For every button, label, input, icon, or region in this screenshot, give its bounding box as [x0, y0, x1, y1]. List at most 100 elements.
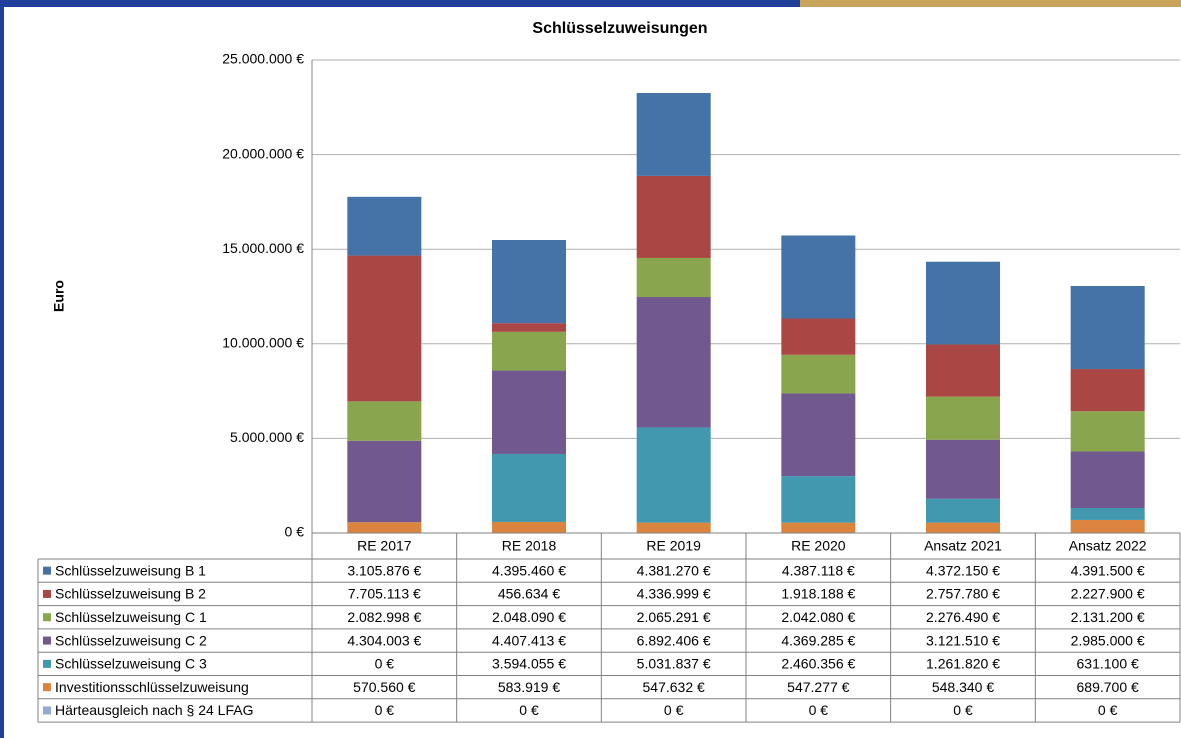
table-value: 7.705.113 € — [348, 586, 421, 602]
table-value: 1.261.820 € — [926, 656, 1000, 672]
bar-segment — [347, 401, 421, 440]
table-value: 547.632 € — [643, 679, 705, 695]
legend-label: Schlüsselzuweisung C 3 — [55, 656, 207, 672]
x-tick-label: RE 2017 — [357, 538, 412, 554]
bar-segment — [492, 454, 566, 522]
table-value: 0 € — [664, 702, 684, 718]
table-value: 2.460.356 € — [781, 656, 855, 672]
bar-segment — [637, 427, 711, 522]
y-axis-label: Euro — [51, 280, 67, 312]
bar-segment — [926, 397, 1000, 440]
bar-segment — [781, 355, 855, 394]
bar-segment — [926, 344, 1000, 396]
x-tick-label: Ansatz 2021 — [924, 538, 1002, 554]
table-value: 0 € — [953, 702, 973, 718]
table-value: 3.121.510 € — [926, 632, 1000, 648]
table-value: 4.395.460 € — [492, 562, 566, 578]
table-value: 0 € — [375, 656, 395, 672]
y-tick-label: 25.000.000 € — [222, 51, 304, 67]
table-value: 6.892.406 € — [637, 632, 711, 648]
bar-segment — [1071, 286, 1145, 369]
table-value: 2.757.780 € — [926, 586, 1000, 602]
bar-segment — [492, 332, 566, 371]
table-value: 2.048.090 € — [492, 609, 566, 625]
table-value: 2.065.291 € — [637, 609, 711, 625]
bar-segment — [926, 440, 1000, 499]
x-tick-label: RE 2018 — [502, 538, 557, 554]
left-border — [0, 0, 4, 738]
y-tick-label: 15.000.000 € — [222, 240, 304, 256]
bar-segment — [926, 499, 1000, 523]
bar-segment — [492, 522, 566, 533]
bar-segment — [637, 258, 711, 297]
table-value: 689.700 € — [1077, 679, 1139, 695]
y-tick-label: 0 € — [285, 524, 305, 540]
chart-title: Schlüsselzuweisungen — [532, 20, 707, 37]
legend-swatch — [43, 567, 51, 575]
header-image — [800, 0, 1181, 7]
table-value: 4.369.285 € — [781, 632, 855, 648]
table-value: 3.105.876 € — [347, 562, 421, 578]
table-value: 0 € — [1098, 702, 1118, 718]
bar-segment — [347, 441, 421, 522]
bar-segment — [1071, 508, 1145, 520]
table-value: 456.634 € — [498, 586, 560, 602]
legend-swatch — [43, 637, 51, 645]
table-value: 631.100 € — [1077, 656, 1139, 672]
table-value: 2.131.200 € — [1071, 609, 1145, 625]
table-value: 4.407.413 € — [492, 632, 566, 648]
table-value: 4.381.270 € — [637, 562, 711, 578]
legend-swatch — [43, 590, 51, 598]
bar-segment — [1071, 520, 1145, 533]
bar-segment — [637, 93, 711, 176]
legend-label: Schlüsselzuweisung B 1 — [55, 562, 206, 578]
legend-swatch — [43, 660, 51, 668]
legend-label: Investitionsschlüsselzuweisung — [55, 679, 249, 695]
table-value: 4.372.150 € — [926, 562, 1000, 578]
table-value: 547.277 € — [787, 679, 849, 695]
table-value: 2.082.998 € — [347, 609, 421, 625]
bar-segment — [781, 523, 855, 533]
table-value: 2.042.080 € — [781, 609, 855, 625]
chart: Schlüsselzuweisungen Euro 0 € 5.000.000 €… — [0, 0, 1181, 738]
legend-label: Härteausgleich nach § 24 LFAG — [55, 702, 253, 718]
bar-segment — [347, 256, 421, 402]
table-value: 548.340 € — [932, 679, 994, 695]
legend-label: Schlüsselzuweisung C 1 — [55, 609, 207, 625]
y-tick-label: 5.000.000 € — [230, 429, 304, 445]
table-value: 2.985.000 € — [1071, 632, 1145, 648]
table-value: 4.336.999 € — [637, 586, 711, 602]
bar-segment — [781, 319, 855, 355]
table-value: 2.227.900 € — [1071, 586, 1145, 602]
bar-segment — [492, 371, 566, 454]
x-tick-label: Ansatz 2022 — [1069, 538, 1147, 554]
bar-segment — [1071, 452, 1145, 508]
y-tick-label: 10.000.000 € — [222, 335, 304, 351]
bar-segment — [1071, 411, 1145, 451]
legend-swatch — [43, 706, 51, 714]
table-value: 570.560 € — [353, 679, 415, 695]
table-value: 4.387.118 € — [782, 562, 855, 578]
table-value: 3.594.055 € — [492, 656, 566, 672]
bar-segment — [347, 197, 421, 256]
table-value: 583.919 € — [498, 679, 560, 695]
table-value: 5.031.837 € — [637, 656, 711, 672]
table-value: 0 € — [809, 702, 829, 718]
bar-segment — [781, 235, 855, 318]
y-tick-label: 20.000.000 € — [222, 145, 304, 161]
table-value: 0 € — [375, 702, 395, 718]
legend-label: Schlüsselzuweisung B 2 — [55, 586, 206, 602]
bar-segment — [926, 523, 1000, 533]
legend-label: Schlüsselzuweisung C 2 — [55, 632, 207, 648]
x-tick-label: RE 2020 — [791, 538, 846, 554]
bar-segment — [492, 240, 566, 323]
bar-segment — [781, 393, 855, 476]
table-value: 4.304.003 € — [347, 632, 421, 648]
table-value: 2.276.490 € — [926, 609, 1000, 625]
bar-segment — [926, 262, 1000, 345]
bar-segment — [492, 323, 566, 332]
bar-segment — [637, 523, 711, 533]
bar-segment — [637, 297, 711, 427]
x-tick-label: RE 2019 — [646, 538, 701, 554]
legend-swatch — [43, 683, 51, 691]
